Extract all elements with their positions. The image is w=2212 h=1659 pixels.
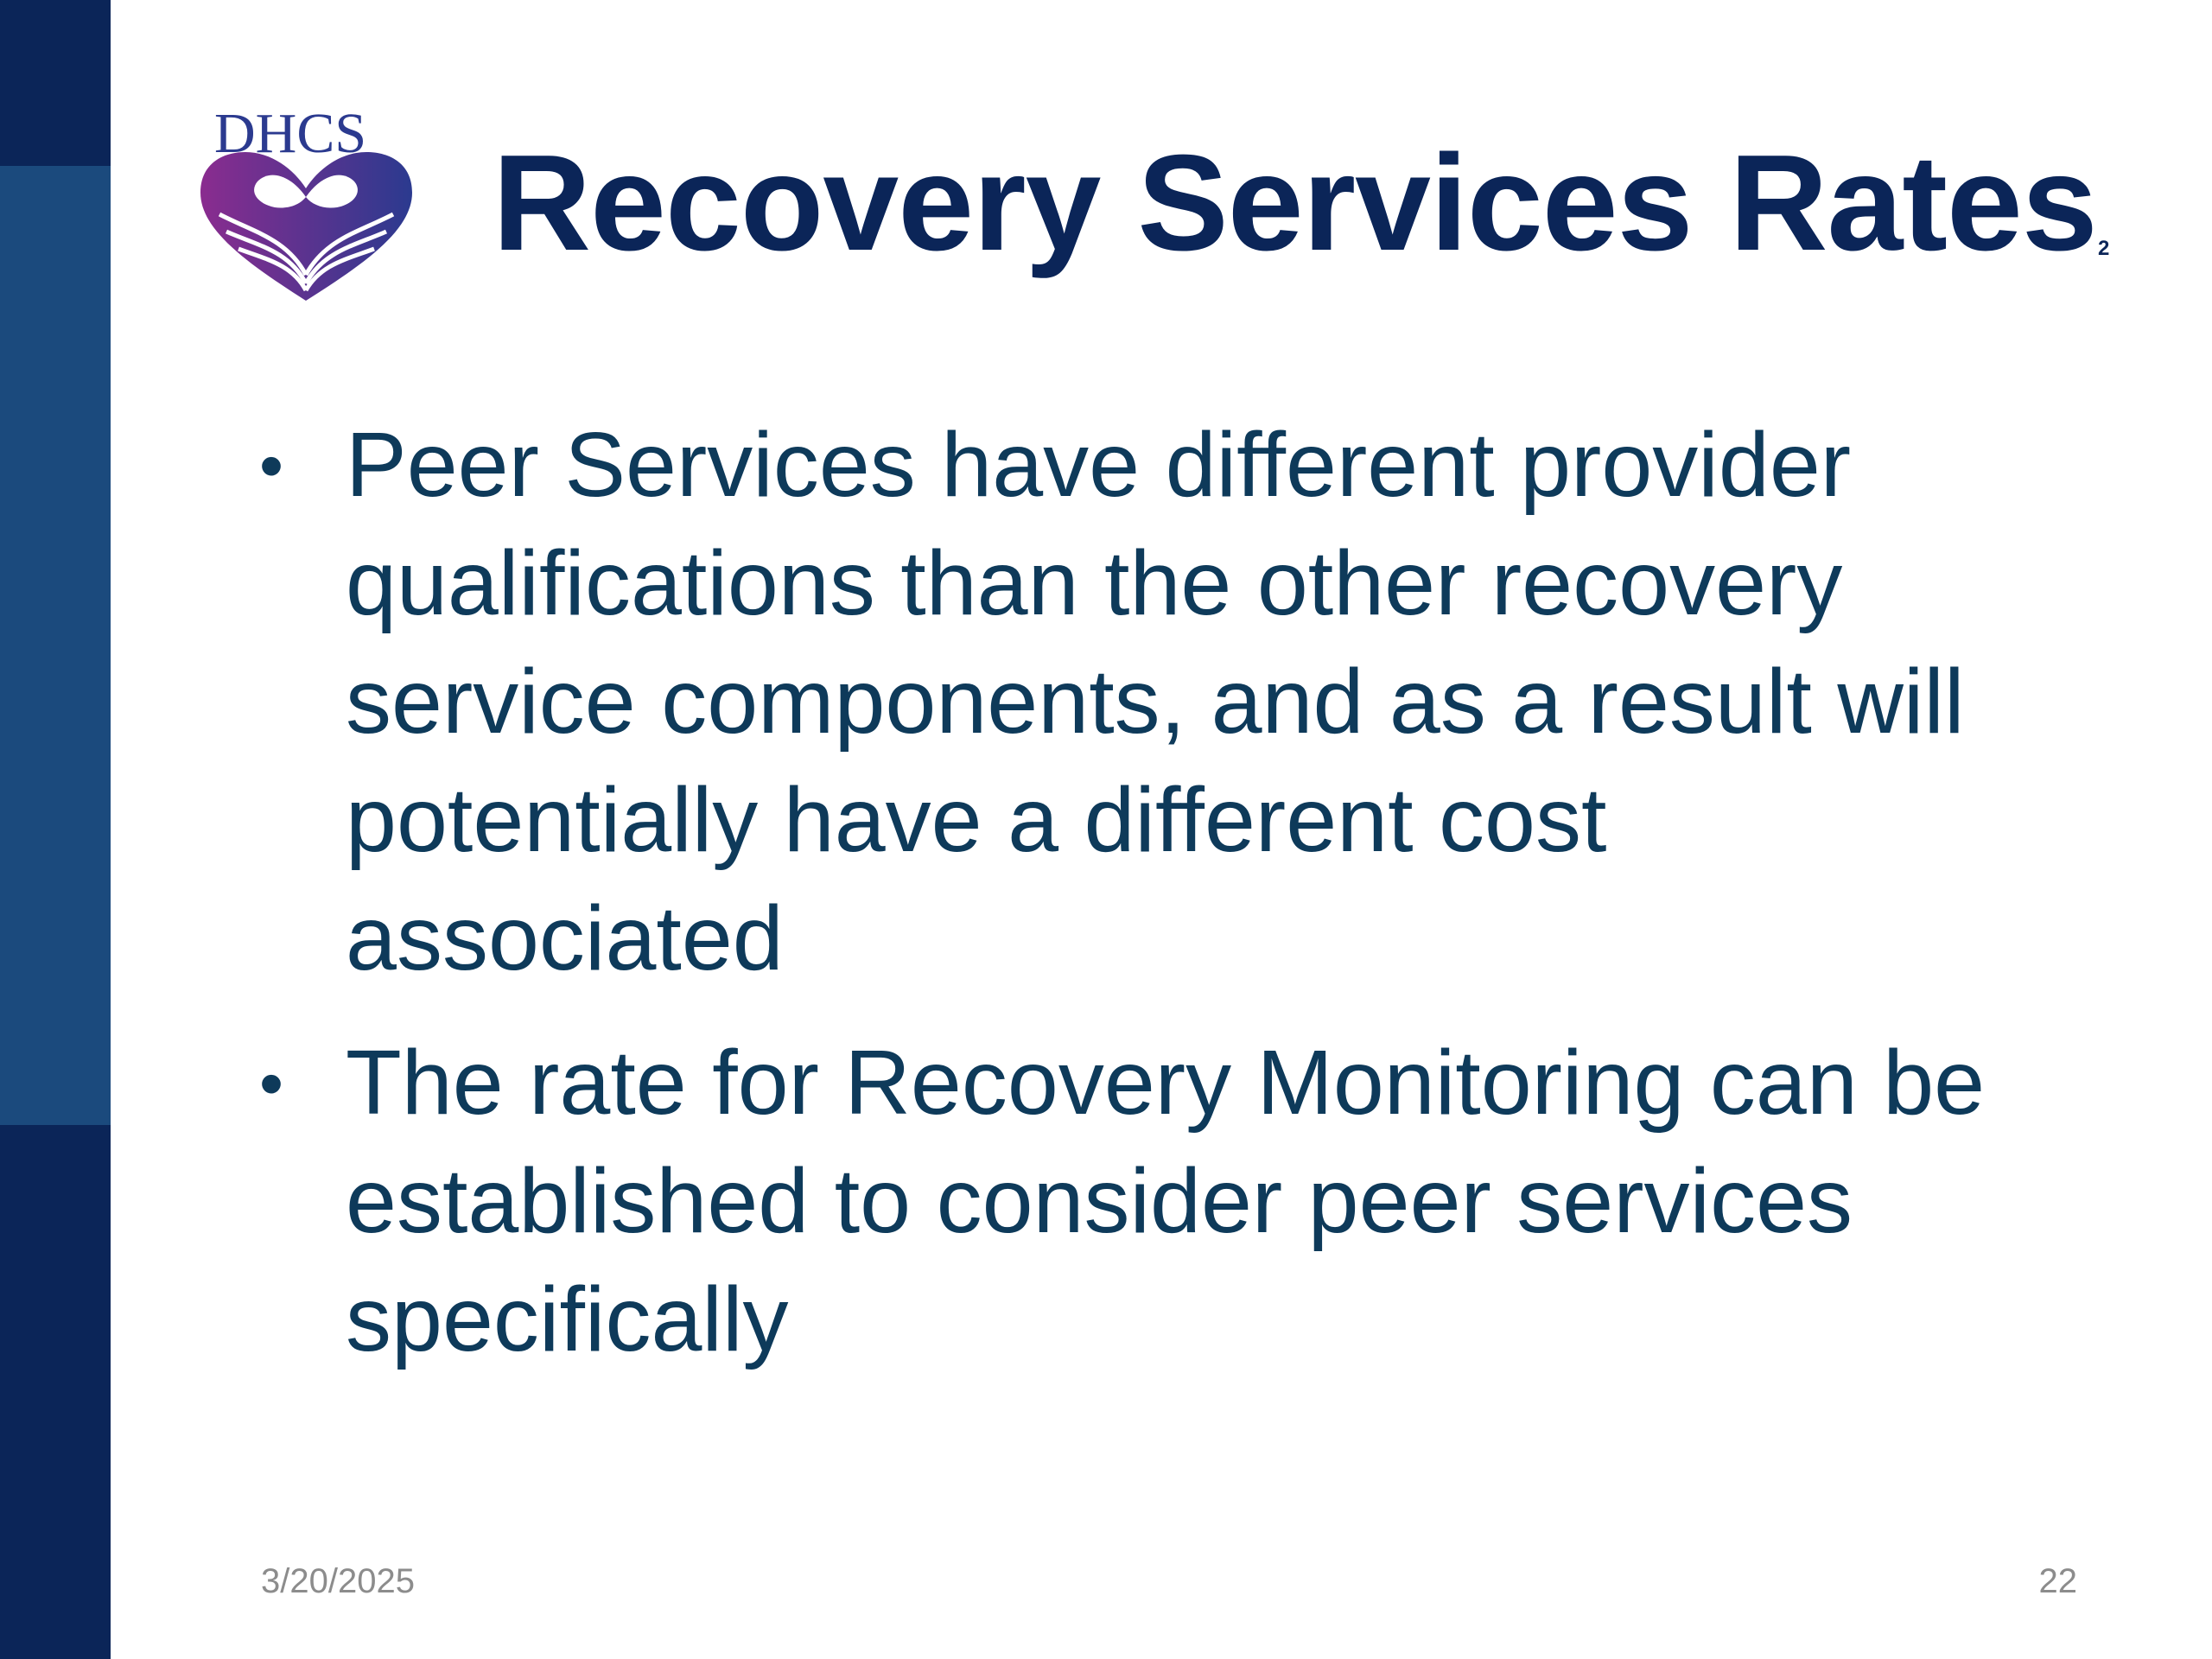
dhcs-heart-hands-logo-icon: DHCS xyxy=(200,102,412,301)
bullet-list: • Peer Services have different provider … xyxy=(259,406,2039,1405)
footer-date: 3/20/2025 xyxy=(261,1562,415,1600)
footer-page-number: 22 xyxy=(2038,1562,2078,1600)
bullet-item-recovery-monitoring: • The rate for Recovery Monitoring can b… xyxy=(259,1024,2039,1379)
slide-title: Recovery Services Rates xyxy=(493,127,2098,279)
bullet-text: The rate for Recovery Monitoring can be … xyxy=(346,1032,1986,1370)
bullet-item-peer-services: • Peer Services have different provider … xyxy=(259,406,2039,998)
sidebar-accent-band xyxy=(0,166,111,1125)
left-sidebar-bar xyxy=(0,0,111,1659)
title-superscript: 2 xyxy=(2098,237,2110,260)
bullet-dot-icon: • xyxy=(259,1045,284,1122)
bullet-dot-icon: • xyxy=(259,427,284,504)
dhcs-logo: DHCS xyxy=(200,102,412,301)
bullet-text: Peer Services have different provider qu… xyxy=(346,414,1965,989)
